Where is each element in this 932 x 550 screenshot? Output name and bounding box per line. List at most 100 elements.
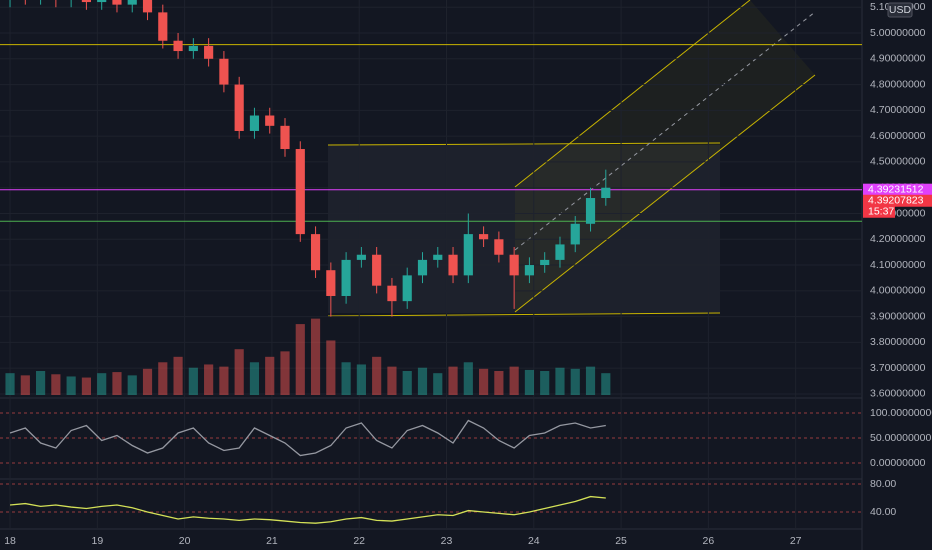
x-tick-label: 21 bbox=[266, 535, 278, 547]
candle-body bbox=[494, 239, 504, 255]
candle-body bbox=[433, 254, 443, 260]
x-tick-label: 26 bbox=[703, 535, 715, 547]
volume-bar bbox=[5, 373, 15, 395]
currency: USD bbox=[889, 4, 912, 16]
candle-body bbox=[265, 115, 275, 126]
candle-body bbox=[249, 115, 260, 131]
candle-body bbox=[234, 84, 244, 131]
oscillator-line bbox=[9, 419, 606, 457]
volume-bar bbox=[204, 364, 214, 395]
candle-body bbox=[570, 223, 580, 245]
y-tick-label: 4.50000000 bbox=[870, 156, 926, 168]
y-tick-label: 4.00000000 bbox=[870, 285, 926, 297]
volume-bar bbox=[81, 377, 92, 395]
volume-bar bbox=[249, 362, 260, 395]
volume-bar bbox=[601, 373, 611, 395]
candle-body bbox=[540, 259, 550, 266]
volume-bar bbox=[97, 373, 107, 395]
volume-bar bbox=[188, 367, 198, 395]
y-tick-label: 40.00 bbox=[870, 506, 896, 518]
volume-bar bbox=[479, 368, 489, 395]
price-label-bg bbox=[863, 194, 932, 207]
volume-bar bbox=[585, 366, 596, 395]
volume-bar bbox=[295, 324, 305, 395]
y-tick-label: 4.90000000 bbox=[870, 53, 926, 65]
y-tick-label: 4.60000000 bbox=[870, 130, 926, 142]
volume-bar bbox=[20, 375, 30, 395]
y-tick-label: 3.70000000 bbox=[870, 362, 926, 374]
candle-body bbox=[356, 254, 366, 260]
range-bottom bbox=[327, 312, 721, 317]
range-top bbox=[327, 142, 721, 146]
x-tick-label: 19 bbox=[91, 535, 103, 547]
candle-body bbox=[372, 254, 382, 286]
candle-body bbox=[204, 45, 214, 59]
volume-bar bbox=[494, 371, 504, 395]
volume-bar bbox=[127, 375, 137, 395]
volume-bar bbox=[280, 351, 290, 395]
candle-body bbox=[402, 275, 412, 302]
candle-body bbox=[509, 254, 519, 276]
volume-bar bbox=[402, 371, 412, 395]
y-tick-label: 4.70000000 bbox=[870, 104, 926, 116]
candle-body bbox=[112, 0, 122, 5]
y-tick-label: 100.00000000 bbox=[870, 407, 932, 419]
y-tick-label: 4.10000000 bbox=[870, 259, 926, 271]
volume-bar bbox=[372, 356, 382, 395]
candle-body bbox=[601, 187, 611, 199]
candle-body bbox=[448, 254, 458, 276]
x-tick-label: 24 bbox=[528, 535, 540, 547]
candle-body bbox=[310, 234, 321, 271]
candle-body bbox=[97, 0, 107, 3]
currency-bg bbox=[887, 2, 913, 18]
x-tick-label: 22 bbox=[353, 535, 365, 547]
volume-bar bbox=[173, 356, 183, 395]
y-tick-label: 4.20000000 bbox=[870, 233, 926, 245]
lower-line bbox=[9, 495, 606, 524]
range-box bbox=[328, 145, 720, 313]
x-tick-label: 27 bbox=[790, 535, 802, 547]
candle-body bbox=[326, 270, 336, 296]
y-tick-label: 5.00000000 bbox=[870, 27, 926, 39]
y-tick-label: 3.60000000 bbox=[870, 388, 926, 400]
volume-bar bbox=[417, 367, 428, 395]
volume-bar bbox=[158, 362, 168, 395]
candle-body bbox=[555, 244, 565, 260]
y-tick-label: 50.00000000 bbox=[870, 432, 931, 444]
candle-body bbox=[524, 265, 535, 276]
channel-upper bbox=[514, 0, 751, 188]
x-tick-label: 20 bbox=[179, 535, 191, 547]
x-tick-label: 25 bbox=[615, 535, 627, 547]
volume-bar bbox=[66, 376, 76, 395]
volume-bar bbox=[448, 366, 458, 395]
volume-bar bbox=[570, 368, 580, 395]
candle-body bbox=[81, 0, 92, 3]
candle-body bbox=[585, 198, 596, 224]
candle-body bbox=[417, 259, 428, 276]
candle-body bbox=[188, 45, 198, 52]
y-tick-label: 80.00 bbox=[870, 478, 896, 490]
volume-bar bbox=[341, 362, 351, 395]
volume-bar bbox=[234, 349, 244, 395]
volume-bar bbox=[540, 371, 550, 395]
channel-fill bbox=[515, 0, 815, 312]
candle-body bbox=[142, 0, 153, 13]
price-label: 4.39207823 bbox=[868, 195, 924, 207]
candle-body bbox=[479, 234, 489, 240]
volume-bar bbox=[112, 372, 122, 395]
price-label-bg bbox=[863, 183, 932, 196]
volume-bar bbox=[387, 366, 397, 395]
candle-body bbox=[173, 40, 183, 52]
volume-bar bbox=[36, 371, 46, 395]
price-label: 4.39231512 bbox=[868, 183, 924, 195]
volume-bar bbox=[265, 356, 275, 395]
volume-bar bbox=[310, 318, 321, 395]
volume-bar bbox=[433, 373, 443, 395]
volume-bar bbox=[356, 364, 366, 395]
candle-body bbox=[295, 149, 305, 235]
countdown: 15:37 bbox=[868, 206, 894, 218]
y-tick-label: 3.90000000 bbox=[870, 310, 926, 322]
volume-bar bbox=[326, 340, 336, 395]
y-tick-label: 3.80000000 bbox=[870, 336, 926, 348]
volume-bar bbox=[463, 362, 473, 395]
